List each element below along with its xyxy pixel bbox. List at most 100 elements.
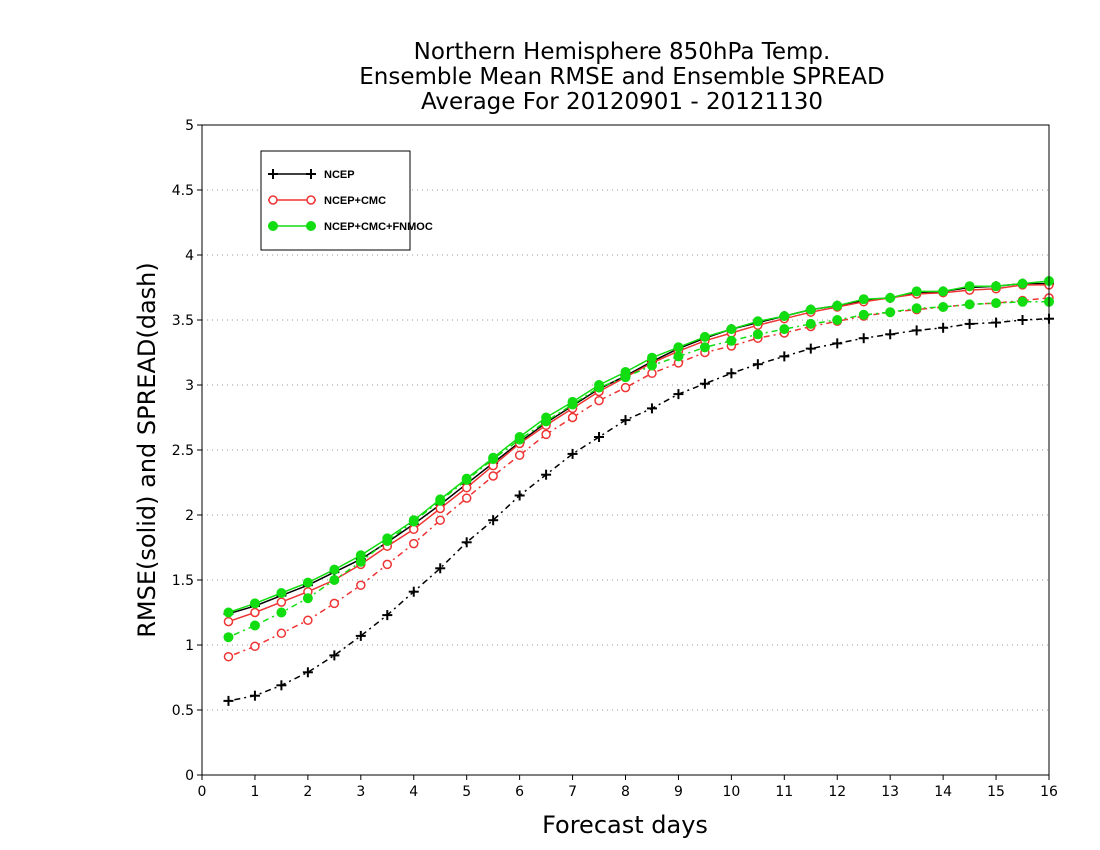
spread-point-ncep-cmc-fnmoc <box>832 315 843 325</box>
legend-label: NCEP <box>324 169 355 181</box>
x-axis: 0 1 2 3 4 5 6 7 8 9 10 11 12 13 14 15 16 <box>198 775 1058 800</box>
rmse-point-ncep-cmc-fnmoc <box>964 281 975 292</box>
rmse-point-ncep-cmc-fnmoc <box>435 494 446 505</box>
spread-point-ncep <box>752 359 763 370</box>
legend-label: NCEP+CMC <box>324 195 386 207</box>
x-tick-label: 1 <box>250 784 259 800</box>
spread-point-ncep-cmc-fnmoc <box>1017 296 1028 307</box>
spread-point-ncep-cmc <box>435 515 445 525</box>
legend-box <box>260 150 411 251</box>
spread-point-ncep-cmc-fnmoc <box>699 342 710 353</box>
spread-point-ncep-cmc <box>276 628 287 639</box>
spread-point-ncep-cmc <box>329 598 340 609</box>
legend: NCEP NCEP+CMC NCEP+CMC+FNMOC <box>260 150 433 251</box>
title-line-1: Northern Hemisphere 850hPa Temp. <box>414 39 831 65</box>
rmse-point-ncep-cmc-fnmoc <box>249 598 260 609</box>
rmse-point-ncep-cmc-fnmoc <box>355 550 366 561</box>
y-axis-label: RMSE(solid) and SPREAD(dash) <box>133 262 161 638</box>
spread-point-ncep-cmc-fnmoc <box>673 351 684 362</box>
x-tick-label: 15 <box>987 784 1005 800</box>
spread-point-ncep <box>567 448 578 459</box>
rmse-point-ncep-cmc-fnmoc <box>1017 278 1028 289</box>
spread-point-ncep <box>461 537 472 548</box>
spread-point-ncep-cmc-fnmoc <box>805 318 816 329</box>
rmse-point-ncep-cmc-fnmoc <box>752 316 763 327</box>
x-tick-label: 0 <box>198 784 207 800</box>
spread-point-ncep-cmc <box>250 641 260 652</box>
rmse-point-ncep-cmc <box>276 597 287 607</box>
spread-point-ncep-cmc-fnmoc <box>885 307 896 318</box>
spread-point-ncep <box>726 368 737 379</box>
y-tick-label: 5 <box>185 118 194 134</box>
spread-point-ncep <box>488 515 499 526</box>
rmse-point-ncep-cmc-fnmoc <box>779 311 790 322</box>
spread-point-ncep <box>911 325 922 336</box>
spread-point-ncep-cmc <box>620 382 631 393</box>
x-tick-label: 10 <box>722 784 740 800</box>
spread-line-ncep-cmc <box>228 297 1050 658</box>
spread-point-ncep <box>594 432 605 442</box>
spread-point-ncep <box>620 415 631 426</box>
x-tick-label: 9 <box>674 784 683 800</box>
spread-point-ncep <box>276 680 287 691</box>
x-tick-label: 3 <box>356 784 365 800</box>
x-axis-label: Forecast days <box>542 811 708 839</box>
y-tick-label: 4.5 <box>172 183 194 199</box>
spread-point-ncep-cmc-fnmoc <box>249 620 260 631</box>
y-tick-label: 2.5 <box>172 443 194 459</box>
x-tick-label: 13 <box>881 784 899 800</box>
spread-line-ncep <box>228 317 1050 702</box>
spread-point-ncep-cmc <box>382 559 393 570</box>
legend-marker <box>268 221 278 231</box>
title-line-2: Ensemble Mean RMSE and Ensemble SPREAD <box>359 64 884 90</box>
spread-point-ncep-cmc <box>223 651 234 662</box>
spread-point-ncep-cmc <box>409 538 419 549</box>
rmse-point-ncep-cmc-fnmoc <box>646 352 657 363</box>
y-tick-label: 2 <box>185 508 194 524</box>
y-axis: 0 0.5 1 1.5 2 2.5 3 3.5 4 4.5 5 <box>172 118 202 784</box>
rmse-point-ncep-cmc-fnmoc <box>991 281 1002 292</box>
spread-point-ncep <box>435 563 446 574</box>
spread-point-ncep-cmc <box>303 615 313 626</box>
rmse-point-ncep-cmc <box>223 616 234 627</box>
spread-point-ncep <box>223 695 234 706</box>
spread-point-ncep <box>249 690 260 701</box>
spread-point-ncep <box>779 351 790 362</box>
rmse-point-ncep-cmc-fnmoc <box>514 432 525 442</box>
rmse-point-ncep-cmc-fnmoc <box>673 342 684 353</box>
rmse-point-ncep-cmc-fnmoc <box>276 588 287 598</box>
rmse-point-ncep-cmc-fnmoc <box>329 564 340 575</box>
spread-point-ncep <box>382 610 393 621</box>
legend-marker <box>268 169 278 179</box>
spread-point-ncep-cmc-fnmoc <box>276 607 287 618</box>
y-tick-label: 3.5 <box>172 313 194 329</box>
legend-label: NCEP+CMC+FNMOC <box>324 221 433 233</box>
title-line-3: Average For 20120901 - 20121130 <box>421 89 823 115</box>
rmse-point-ncep-cmc-fnmoc <box>541 412 552 423</box>
y-tick-label: 1.5 <box>172 573 194 589</box>
rmse-line-ncep-cmc <box>228 284 1049 623</box>
legend-marker <box>306 169 316 179</box>
spread-point-ncep <box>964 318 975 329</box>
x-tick-label: 8 <box>621 784 630 800</box>
y-tick-label: 3 <box>185 378 194 394</box>
rmse-point-ncep-cmc-fnmoc <box>488 452 499 463</box>
legend-marker <box>306 195 316 205</box>
spread-point-ncep-cmc-fnmoc <box>329 575 340 585</box>
rmse-point-ncep-cmc-fnmoc <box>408 515 419 526</box>
spread-point-ncep <box>302 667 313 678</box>
x-tick-label: 16 <box>1040 784 1058 800</box>
spread-point-ncep-cmc-fnmoc <box>938 302 949 312</box>
spread-point-ncep-cmc <box>488 471 498 481</box>
rmse-point-ncep-cmc-fnmoc <box>302 577 313 588</box>
legend-marker <box>306 221 316 231</box>
chart-title: Northern Hemisphere 850hPa Temp. Ensembl… <box>359 39 884 115</box>
spread-point-ncep <box>355 630 366 641</box>
rmse-point-ncep-cmc-fnmoc <box>223 607 234 618</box>
spread-point-ncep <box>858 333 869 344</box>
spread-point-ncep <box>514 490 525 501</box>
rmse-line-ncep <box>228 282 1049 615</box>
spread-point-ncep <box>408 586 419 597</box>
spread-point-ncep-cmc <box>461 493 472 503</box>
rmse-line-ncep-cmc-fnmoc <box>228 280 1050 614</box>
